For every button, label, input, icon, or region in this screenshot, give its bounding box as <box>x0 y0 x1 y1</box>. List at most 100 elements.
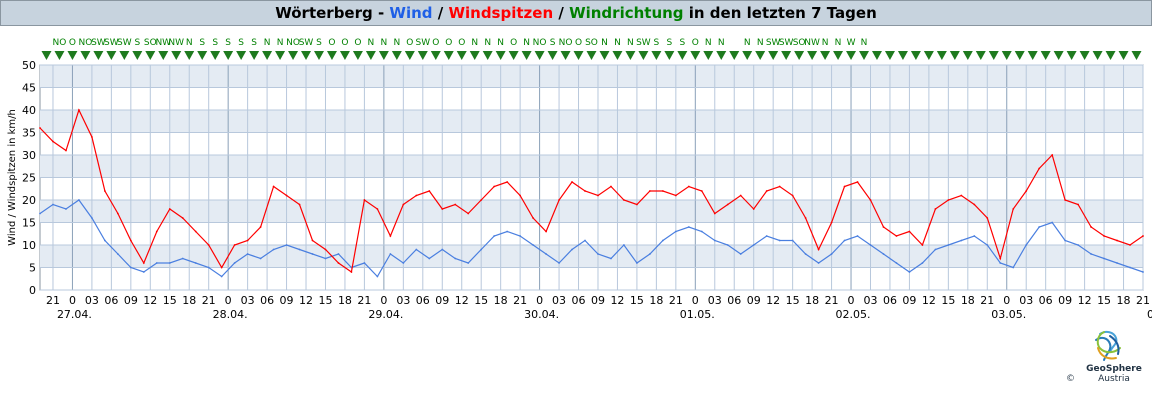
wind-point <box>116 253 119 255</box>
y-tick-label: 35 <box>22 127 36 140</box>
wind-point <box>726 244 729 246</box>
wind-direction-label: NO <box>53 38 67 48</box>
x-tick-label: 06 <box>572 294 586 307</box>
windspitzen-point <box>350 271 353 273</box>
wind-point <box>311 253 314 255</box>
wind-point <box>882 253 885 255</box>
title-station: Wörterberg - <box>275 4 390 22</box>
windspitzen-point <box>337 262 340 264</box>
x-tick-label: 12 <box>766 294 780 307</box>
wind-direction-label: O <box>406 38 413 48</box>
wind-point <box>1129 266 1131 269</box>
wind-direction-arrow <box>923 51 934 60</box>
wind-direction-label: SW <box>779 38 794 48</box>
windspitzen-point <box>726 203 729 206</box>
copyright-symbol: © <box>1066 374 1075 384</box>
x-tick-label: 0 <box>380 294 387 307</box>
x-tick-label: 15 <box>163 294 177 307</box>
wind-direction-label: O <box>458 38 465 48</box>
wind-direction-label: N <box>523 38 530 48</box>
wind-point <box>791 239 794 242</box>
wind-direction-arrow <box>417 51 428 60</box>
wind-direction-label: N <box>484 38 491 48</box>
x-tick-label: 18 <box>1117 294 1131 307</box>
wind-direction-arrow <box>716 51 727 60</box>
windspitzen-point <box>65 149 67 152</box>
wind-point <box>129 266 132 269</box>
wind-direction-label: O <box>692 38 699 48</box>
x-tick-label: 21 <box>825 294 839 307</box>
wind-point <box>233 262 236 264</box>
x-tick-label: 18 <box>649 294 663 307</box>
wind-point <box>934 248 937 251</box>
wind-direction-arrow <box>80 51 91 60</box>
wind-direction-arrow <box>1118 51 1129 60</box>
windspitzen-point <box>791 194 794 197</box>
windspitzen-point <box>571 181 573 183</box>
windspitzen-point <box>39 127 41 129</box>
x-tick-label: 06 <box>260 294 274 307</box>
wind-direction-arrow <box>547 51 558 60</box>
windspitzen-point <box>817 248 820 251</box>
x-tick-label: 12 <box>1078 294 1092 307</box>
windspitzen-point <box>700 190 703 192</box>
wind-direction-label: SW <box>91 38 106 48</box>
windspitzen-point <box>389 235 392 237</box>
y-tick-label: 10 <box>22 239 36 252</box>
wind-direction-label: O <box>510 38 517 48</box>
wind-point <box>571 248 573 251</box>
wind-direction-label: O <box>69 38 76 48</box>
wind-direction-arrow <box>949 51 960 60</box>
wind-direction-label: N <box>835 38 842 48</box>
windspitzen-point <box>1103 235 1105 237</box>
x-tick-label: 09 <box>902 294 916 307</box>
x-tick-label: 06 <box>1039 294 1053 307</box>
grid-band <box>40 245 1143 268</box>
wind-direction-label: N <box>381 38 388 48</box>
windspitzen-point <box>519 194 522 197</box>
x-tick-label: 12 <box>610 294 624 307</box>
y-tick-label: 25 <box>22 172 36 185</box>
windspitzen-point <box>713 212 716 215</box>
wind-direction-arrow <box>638 51 649 60</box>
windspitzen-point <box>91 136 93 138</box>
x-tick-label: 03 <box>708 294 722 307</box>
wind-direction-label: S <box>251 38 257 48</box>
wind-point <box>272 248 275 251</box>
title-windrichtung: Windrichtung <box>569 4 684 22</box>
x-tick-label: 03 <box>85 294 99 307</box>
wind-point <box>155 262 158 264</box>
wind-direction-arrow <box>742 51 753 60</box>
wind-direction-arrow <box>755 51 766 60</box>
wind-point <box>181 257 184 260</box>
wind-point <box>519 235 522 237</box>
wind-point <box>674 230 677 233</box>
x-tick-label: 0 <box>848 294 855 307</box>
wind-direction-arrow <box>651 51 662 60</box>
wind-direction-arrow <box>586 51 597 60</box>
wind-direction-arrow <box>54 51 65 60</box>
wind-direction-arrow <box>67 51 78 60</box>
wind-point <box>986 244 989 246</box>
wind-direction-label: O <box>432 38 439 48</box>
wind-direction-label: S <box>679 38 685 48</box>
x-tick-label: 09 <box>280 294 294 307</box>
x-tick-label: 12 <box>455 294 469 307</box>
wind-direction-arrow <box>729 51 740 60</box>
wind-direction-label: N <box>497 38 504 48</box>
wind-direction-label: NW <box>168 38 184 48</box>
wind-direction-label: S <box>212 38 218 48</box>
x-tick-label: 15 <box>630 294 644 307</box>
wind-point <box>142 271 145 273</box>
x-tick-label: 0 <box>536 294 543 307</box>
title-windspitzen: Windspitzen <box>448 4 554 22</box>
wind-point <box>467 262 470 264</box>
windspitzen-point <box>142 262 145 264</box>
x-tick-label: 09 <box>1058 294 1072 307</box>
wind-point <box>973 235 976 237</box>
chart-title: Wörterberg - Wind / Windspitzen / Windri… <box>0 0 1152 26</box>
windspitzen-point <box>661 190 664 192</box>
wind-direction-label: NO <box>79 38 93 48</box>
wind-direction-arrow <box>612 51 623 60</box>
wind-direction-arrow <box>1131 51 1142 60</box>
